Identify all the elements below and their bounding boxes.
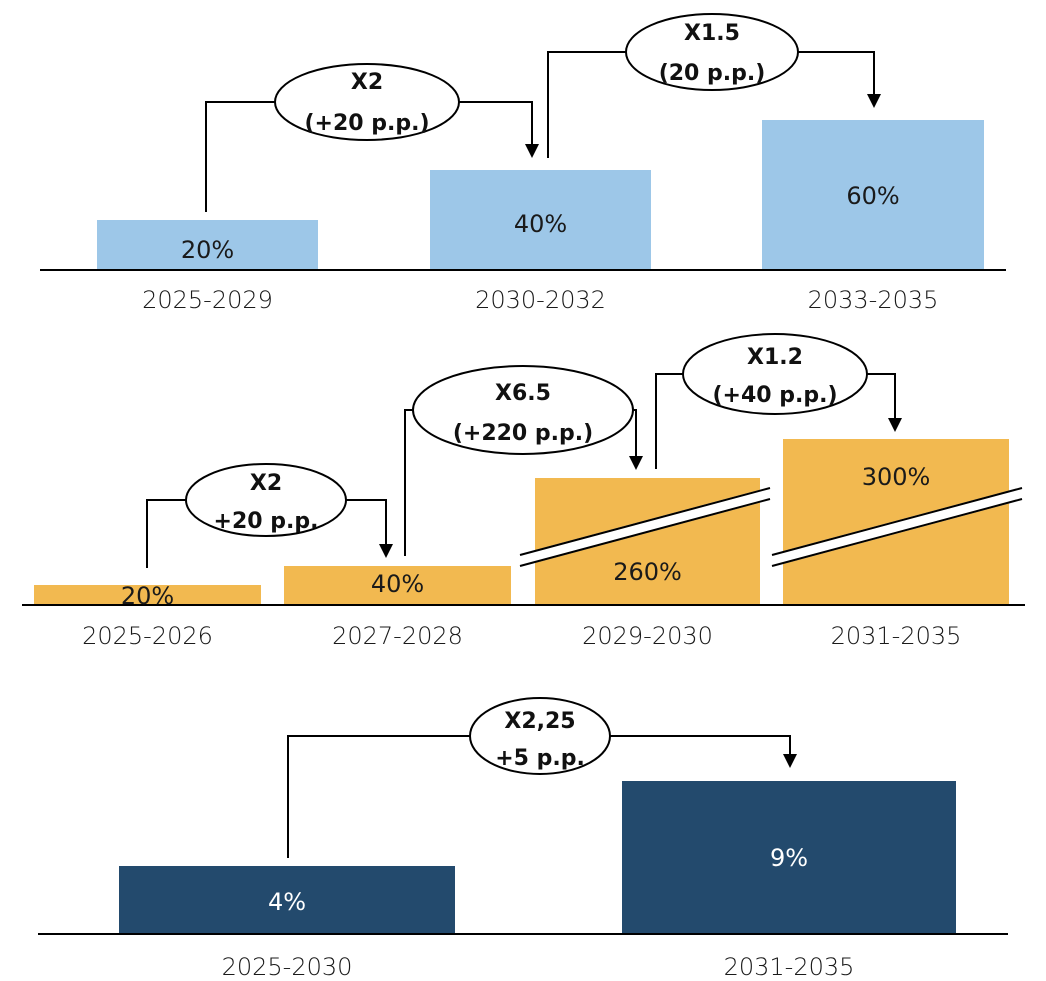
change-label: (20 p.p.): [659, 61, 766, 86]
bar: [622, 781, 956, 934]
data-label: 40%: [371, 570, 424, 598]
data-label: 9%: [770, 844, 808, 872]
axis-break-line: [519, 498, 771, 567]
multiplier-bubble: [412, 365, 634, 455]
panel-1: 20% 2025-2029 40% 2030-2032 60% 2033-2035 X2 (+…: [40, 13, 1006, 314]
axis-break-line: [771, 487, 1023, 556]
panel-2: 20% 2025-2026 40% 2027-2028 260% 2029-2030 300…: [22, 333, 1025, 650]
axis-break-gap: [772, 487, 1022, 567]
bar: [284, 566, 511, 605]
arrow-head: [629, 456, 643, 470]
arrow-head: [867, 94, 881, 108]
multiplier-label: X2: [351, 70, 383, 95]
x-tick-label: 2033-2035: [808, 286, 939, 314]
multiplier-bubble: [469, 697, 611, 775]
axis-break-line: [771, 498, 1023, 567]
x-tick-label: 2025-2026: [82, 622, 213, 650]
multiplier-bubble: [185, 463, 347, 537]
x-tick-label: 2031-2035: [724, 953, 855, 981]
x-tick-label: 2027-2028: [332, 622, 463, 650]
x-tick-label: 2029-2030: [582, 622, 713, 650]
data-label: 20%: [121, 582, 174, 610]
change-label: (+40 p.p.): [712, 383, 837, 408]
change-label: (+220 p.p.): [453, 421, 593, 446]
bar: [762, 120, 984, 270]
multiplier-bubble: [682, 333, 868, 415]
axis-break-line: [519, 487, 771, 556]
data-label: 4%: [268, 888, 306, 916]
x-tick-label: 2031-2035: [831, 622, 962, 650]
multiplier-label: X2: [250, 471, 282, 496]
arrow-head: [379, 544, 393, 558]
multiplier-bubble: [625, 13, 799, 91]
data-label: 260%: [613, 558, 682, 586]
change-label: (+20 p.p.): [304, 111, 429, 136]
arrow-head: [888, 418, 902, 432]
change-label: +20 p.p.: [214, 509, 319, 534]
axis-break-gap: [520, 487, 770, 567]
x-tick-label: 2030-2032: [475, 286, 606, 314]
multiplier-label: X2,25: [504, 709, 575, 734]
arrow-head: [525, 144, 539, 158]
bar: [34, 585, 261, 605]
x-tick-label: 2025-2029: [142, 286, 273, 314]
bar: [430, 170, 651, 270]
multiplier-bubble: [274, 63, 460, 141]
bar: [97, 220, 318, 270]
data-label: 40%: [514, 210, 567, 238]
multiplier-label: X6.5: [495, 381, 551, 406]
x-tick-label: 2025-2030: [222, 953, 353, 981]
data-label: 60%: [846, 182, 899, 210]
data-label: 20%: [181, 236, 234, 264]
bar: [119, 866, 455, 934]
change-label: +5 p.p.: [495, 746, 585, 771]
panel-3: 4% 2025-2030 9% 2031-2035 X2,25 +5 p.p.: [38, 697, 1008, 981]
multiplier-label: X1.2: [747, 345, 803, 370]
multiplier-label: X1.5: [684, 21, 740, 46]
arrow-head: [783, 754, 797, 768]
data-label: 300%: [862, 463, 931, 491]
